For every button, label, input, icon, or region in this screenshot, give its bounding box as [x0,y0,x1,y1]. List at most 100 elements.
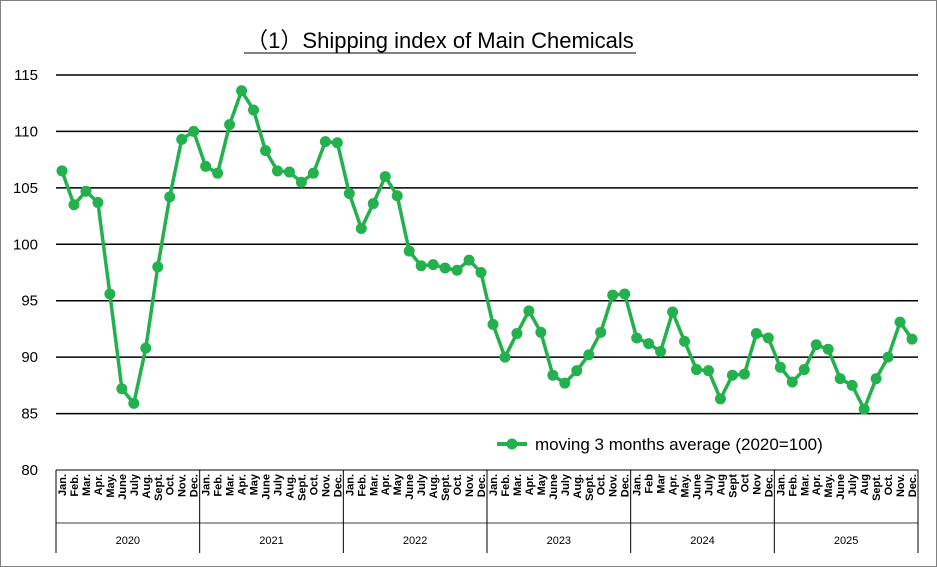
x-tick-label-2025-7: July [847,473,859,496]
series-line [60,89,914,411]
data-point-55 [702,365,714,377]
x-tick-label-2025-10: Oct. [883,474,895,495]
x-tick-label-2024-2: Feb [644,474,656,494]
x-tick-label-2022-9: Sept. [440,474,452,501]
x-tick-label-2024-1: Jan. [632,474,644,496]
data-point-10 [164,191,176,203]
data-point-45 [583,349,595,361]
year-label-2022: 2022 [403,535,427,547]
data-point-60 [762,332,774,344]
data-point-65 [822,343,834,355]
x-tick-label-2021-3: Mar. [225,474,237,496]
x-tick-label-2024-7: July [703,473,715,496]
x-tick-label-2023-9: Sept. [584,474,596,501]
x-tick-label-2022-4: Apr. [380,474,392,495]
gridlines [56,74,918,415]
data-point-69 [870,373,882,385]
data-point-56 [714,393,726,405]
data-point-42 [547,369,559,381]
data-point-57 [726,369,738,381]
data-point-15 [224,119,236,131]
data-point-32 [427,259,439,271]
series-moving-average [56,85,918,415]
x-tick-label-2022-10: Oct. [452,474,464,495]
data-point-23 [319,136,331,148]
y-tick-label-110: 110 [14,123,38,140]
x-tick-label-2025-3: Mar. [799,474,811,496]
legend-label: moving 3 months average (2020=100) [535,435,823,454]
x-tick-label-2020-3: Mar. [81,474,93,496]
year-label-2024: 2024 [690,535,714,547]
x-tick-label-2025-9: Sept. [871,474,883,501]
x-tick-label-2023-8: Aug. [572,474,584,498]
y-tick-label-80: 80 [21,462,38,479]
data-point-53 [679,335,691,347]
data-point-22 [307,167,319,179]
data-point-62 [786,376,798,388]
y-tick-label-115: 115 [14,67,38,84]
data-point-28 [379,171,391,183]
data-point-72 [906,333,918,345]
x-tick-label-2022-8: Aug. [428,474,440,498]
x-tick-label-2021-10: Oct. [308,474,320,495]
x-tick-label-2020-6: June [117,474,129,500]
data-point-30 [403,245,415,257]
x-tick-label-2023-1: Jan. [488,474,500,496]
data-point-47 [607,289,619,301]
data-point-2 [68,199,80,211]
x-tick-label-2022-6: June [404,474,416,500]
x-tick-label-2025-2: Feb. [787,474,799,497]
data-point-1 [56,165,68,177]
data-point-16 [236,85,248,97]
data-point-4 [92,197,104,209]
x-tick-label-2020-8: Aug. [141,474,153,498]
data-point-36 [475,267,487,278]
x-tick-label-2021-5: May [249,473,261,495]
x-tick-label-2025-8: Aug [859,474,871,495]
x-tick-label-2023-10: Oct. [596,474,608,495]
data-point-39 [511,327,523,339]
data-point-35 [463,254,475,266]
x-tick-label-2023-4: Apr. [524,474,536,495]
data-point-37 [487,318,499,330]
x-tick-label-2021-6: June [261,474,273,500]
chart-title: （1）Shipping index of Main Chemicals [246,28,634,53]
data-point-12 [188,125,200,137]
data-point-49 [631,332,643,344]
x-tick-label-2020-7: July [129,473,141,496]
data-point-67 [846,379,858,391]
x-tick-label-2025-6: June [835,474,847,500]
x-tick-label-2020-2: Feb. [69,474,81,497]
data-point-40 [523,305,535,317]
data-point-66 [834,373,846,385]
x-tick-label-2024-12: Dec. [763,474,775,497]
x-tick-label-2021-11: Nov. [320,474,332,497]
x-tick-label-2021-2: Feb. [213,474,225,497]
x-tick-label-2023-3: Mar. [512,474,524,496]
data-point-24 [331,137,343,149]
data-point-9 [152,261,164,273]
x-tick-label-2020-10: Oct. [165,474,177,495]
data-point-17 [248,104,260,116]
x-tick-label-2021-4: Apr. [237,474,249,495]
data-point-34 [451,264,463,276]
x-tick-label-2025-4: Apr. [811,474,823,495]
y-tick-label-85: 85 [21,406,38,423]
data-point-51 [655,346,667,357]
y-tick-label-90: 90 [21,349,38,366]
data-point-59 [750,327,762,339]
x-tick-label-2023-12: Dec. [620,474,632,497]
x-tick-label-2020-1: Jan. [57,474,69,496]
data-point-33 [439,262,451,274]
data-point-63 [798,364,810,376]
x-tick-label-2022-5: May [392,473,404,495]
x-tick-label-2022-11: Nov. [464,474,476,497]
x-tick-label-2022-3: Mar. [368,474,380,496]
data-point-43 [559,377,571,389]
y-axis-ticks: 80 85 90 95 100 105 110 115 [13,67,38,479]
data-point-46 [595,326,607,338]
x-tick-label-2020-5: May. [105,474,117,498]
data-point-6 [116,383,128,395]
x-tick-label-2023-5: May [536,473,548,495]
